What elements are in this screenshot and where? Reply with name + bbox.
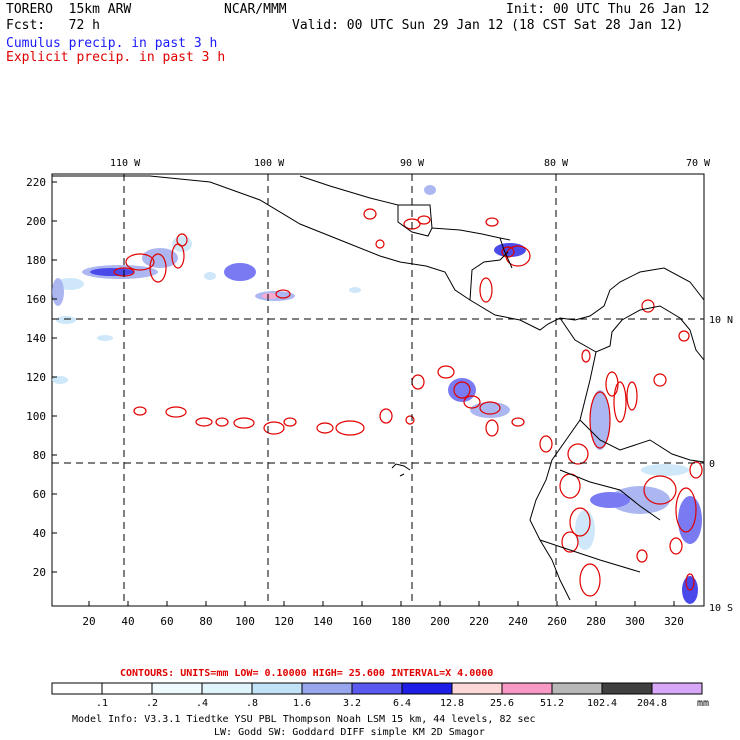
- y-tick-label: 40: [33, 527, 46, 540]
- org-label: NCAR/MMM: [224, 2, 287, 17]
- lon-label: 90 W: [400, 158, 425, 169]
- x-tick-label: 120: [274, 615, 294, 628]
- x-tick-label: 240: [508, 615, 528, 628]
- colorbar-label: 102.4: [587, 698, 617, 709]
- colorbar-labels: .1 .2 .4 .8 1.6 3.2 6.4 12.8 25.6 51.2 1…: [96, 698, 709, 709]
- y-tick-label: 200: [26, 215, 46, 228]
- x-tick-label: 220: [469, 615, 489, 628]
- y-tick-label: 120: [26, 371, 46, 384]
- lat-label: 10 S: [709, 603, 733, 614]
- field2-label: Explicit precip. in past 3 h: [6, 50, 226, 65]
- y-tick-labels: 220 200 180 160 140 120 100 80 60 40 20: [26, 176, 46, 579]
- colorbar-label: 51.2: [540, 698, 564, 709]
- x-tick-label: 20: [82, 615, 95, 628]
- contour-info: CONTOURS: UNITS=mm LOW= 0.10000 HIGH= 25…: [120, 668, 493, 679]
- lat-label: 0: [709, 459, 715, 470]
- lon-label: 110 W: [110, 158, 141, 169]
- colorbar-cell: [451, 682, 503, 695]
- y-tick-label: 20: [33, 566, 46, 579]
- colorbar-label: 25.6: [490, 698, 514, 709]
- colorbar: [51, 682, 703, 695]
- graticule: [52, 174, 704, 606]
- x-tick-label: 180: [391, 615, 411, 628]
- colorbar-unit: mm: [697, 698, 709, 709]
- x-tick-label: 320: [664, 615, 684, 628]
- lon-label: 80 W: [544, 158, 569, 169]
- colorbar-cell: [301, 682, 353, 695]
- lat-labels: 10 N 0 10 S: [709, 315, 733, 614]
- x-tick-label: 80: [199, 615, 212, 628]
- colorbar-cell: [351, 682, 403, 695]
- model-physics: LW: Godd SW: Goddard DIFF simple KM 2D S…: [214, 727, 485, 738]
- x-tick-label: 160: [352, 615, 372, 628]
- valid-time: Valid: 00 UTC Sun 29 Jan 12 (18 CST Sat …: [292, 18, 684, 33]
- colorbar-label: 3.2: [343, 698, 361, 709]
- colorbar-cell: [651, 682, 703, 695]
- colorbar-label: 12.8: [440, 698, 464, 709]
- y-tick-label: 160: [26, 293, 46, 306]
- colorbar-label: 6.4: [393, 698, 411, 709]
- lon-label: 100 W: [254, 158, 285, 169]
- colorbar-cell: [201, 682, 253, 695]
- lon-label: 70 W: [686, 158, 711, 169]
- colorbar-label: .1: [96, 698, 108, 709]
- x-tick-label: 140: [313, 615, 333, 628]
- forecast-hour: Fcst: 72 h: [6, 18, 100, 33]
- colorbar-cell: [551, 682, 603, 695]
- colorbar-label: 1.6: [293, 698, 311, 709]
- x-tick-marks: [88, 601, 675, 606]
- colorbar-cell: [401, 682, 453, 695]
- colorbar-label: .2: [146, 698, 158, 709]
- y-tick-label: 80: [33, 449, 46, 462]
- colorbar-cell: [501, 682, 553, 695]
- x-tick-label: 40: [121, 615, 134, 628]
- colorbar-cell: [101, 682, 153, 695]
- colorbar-cell: [251, 682, 303, 695]
- x-tick-label: 280: [586, 615, 606, 628]
- lon-labels: 110 W 100 W 90 W 80 W 70 W: [110, 158, 711, 169]
- colorbar-cell: [51, 682, 103, 695]
- coastlines: [52, 175, 705, 601]
- colorbar-cell: [601, 682, 653, 695]
- init-time: Init: 00 UTC Thu 26 Jan 12: [506, 2, 710, 17]
- x-tick-label: 300: [625, 615, 645, 628]
- colorbar-label: .8: [246, 698, 258, 709]
- y-tick-label: 140: [26, 332, 46, 345]
- y-tick-label: 60: [33, 488, 46, 501]
- x-tick-label: 100: [235, 615, 255, 628]
- model-name: TORERO 15km ARW: [6, 2, 132, 17]
- colorbar-label: 204.8: [637, 698, 667, 709]
- y-tick-marks: [52, 181, 57, 573]
- colorbar-label: .4: [196, 698, 208, 709]
- map-frame: [51, 173, 705, 607]
- x-tick-label: 60: [160, 615, 173, 628]
- y-tick-label: 220: [26, 176, 46, 189]
- lat-label: 10 N: [709, 315, 733, 326]
- y-tick-label: 180: [26, 254, 46, 267]
- x-tick-labels: 20 40 60 80 100 120 140 160 180 200 220 …: [82, 615, 684, 628]
- model-info: Model Info: V3.3.1 Tiedtke YSU PBL Thomp…: [72, 714, 536, 725]
- x-tick-label: 260: [547, 615, 567, 628]
- y-tick-label: 100: [26, 410, 46, 423]
- colorbar-cell: [151, 682, 203, 695]
- x-tick-label: 200: [430, 615, 450, 628]
- field1-label: Cumulus precip. in past 3 h: [6, 36, 218, 51]
